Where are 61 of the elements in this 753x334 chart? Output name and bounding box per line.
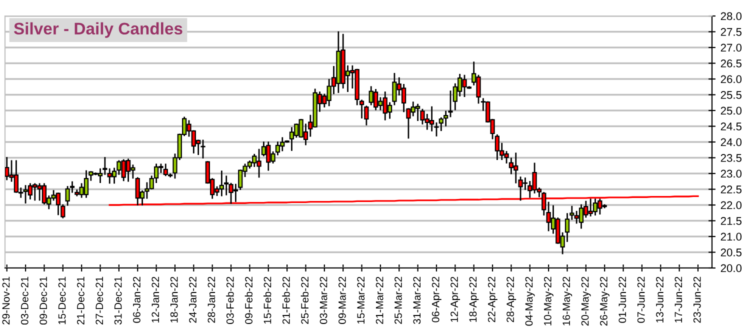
- x-tick-label: 03-Feb-22: [226, 276, 234, 324]
- x-tick-label: 21-Feb-22: [282, 276, 290, 324]
- y-tick-label: 25.5: [720, 91, 742, 99]
- chart-title: Silver - Daily Candles: [14, 22, 182, 38]
- y-tick-label: 22.5: [720, 186, 742, 194]
- y-tick-label: 23.5: [720, 154, 742, 162]
- x-tick-label: 03-Dec-21: [20, 276, 28, 325]
- x-tick-label: 09-Dec-21: [40, 276, 48, 325]
- candlestick: [592, 198, 598, 216]
- x-tick-label: 17-Jun-22: [674, 276, 682, 322]
- y-tick-label: 24.0: [720, 138, 742, 146]
- x-tick-label: 22-Apr-22: [488, 276, 498, 322]
- x-tick-label: 23-Jun-22: [693, 276, 701, 323]
- x-tick-label: 18-Apr-22: [469, 276, 479, 322]
- x-tick-label: 28-Apr-22: [506, 276, 516, 322]
- x-tick-label: 15-Dec-21: [58, 276, 66, 324]
- y-tick-label: 25.0: [720, 106, 742, 115]
- x-tick-label: 10-May-22: [544, 276, 554, 326]
- y-tick-label: 24.5: [720, 122, 742, 130]
- y-tick-label: 23.0: [720, 170, 742, 178]
- x-tick-label: 12-Apr-22: [450, 276, 460, 322]
- y-tick-label: 28.0: [720, 12, 742, 20]
- x-tick-label: 28-Jan-22: [208, 276, 216, 323]
- y-tick-label: 26.0: [720, 75, 742, 84]
- x-tick-label: 27-Dec-21: [96, 276, 104, 324]
- candlestick: [84, 170, 89, 198]
- y-tick-label: 20.5: [720, 248, 742, 256]
- y-tick-label: 26.5: [720, 60, 742, 68]
- candlestick: [200, 140, 206, 158]
- y-tick-label: 21.5: [720, 217, 742, 225]
- x-tick-label: 12-Jan-22: [152, 276, 160, 322]
- x-tick-label: 31-Dec-21: [114, 276, 122, 325]
- x-tick-label: 04-May-22: [525, 276, 535, 326]
- x-tick-label: 09-Mar-22: [338, 276, 346, 324]
- x-tick-label: 01-Jun-22: [618, 276, 626, 323]
- x-tick-label: 26-May-22: [600, 276, 610, 326]
- x-tick-label: 20-May-22: [581, 276, 591, 326]
- x-tick-label: 07-Jun-22: [637, 276, 645, 323]
- candlestick: [578, 204, 584, 229]
- x-tick-label: 03-Mar-22: [320, 276, 328, 324]
- x-tick-label: 09-Feb-22: [244, 276, 252, 324]
- x-tick-label: 21-Mar-22: [376, 276, 384, 324]
- x-tick-label: 25-Feb-22: [300, 276, 309, 324]
- y-tick-label: 27.5: [720, 28, 742, 36]
- x-tick-label: 18-Jan-22: [170, 276, 178, 322]
- x-tick-label: 25-Mar-22: [394, 276, 402, 324]
- x-tick-label: 15-Feb-22: [264, 276, 272, 324]
- x-tick-label: 16-May-22: [562, 276, 572, 326]
- x-tick-label: 21-Dec-21: [77, 276, 84, 324]
- x-tick-label: 29-Nov-21: [2, 276, 10, 324]
- y-tick-label: 20.0: [720, 264, 742, 272]
- x-tick-label: 06-Jan-22: [133, 276, 140, 323]
- x-tick-label: 24-Jan-22: [189, 276, 196, 323]
- candlestick: [56, 192, 61, 216]
- x-tick-label: 06-Apr-22: [432, 276, 442, 322]
- y-tick-label: 27.0: [720, 44, 742, 52]
- y-tick-label: 22.0: [720, 201, 742, 210]
- x-tick-label: 15-Mar-22: [357, 276, 365, 324]
- y-tick-label: 21.0: [720, 232, 742, 241]
- x-tick-label: 13-Jun-22: [656, 276, 664, 322]
- x-tick-label: 31-Mar-22: [413, 276, 421, 324]
